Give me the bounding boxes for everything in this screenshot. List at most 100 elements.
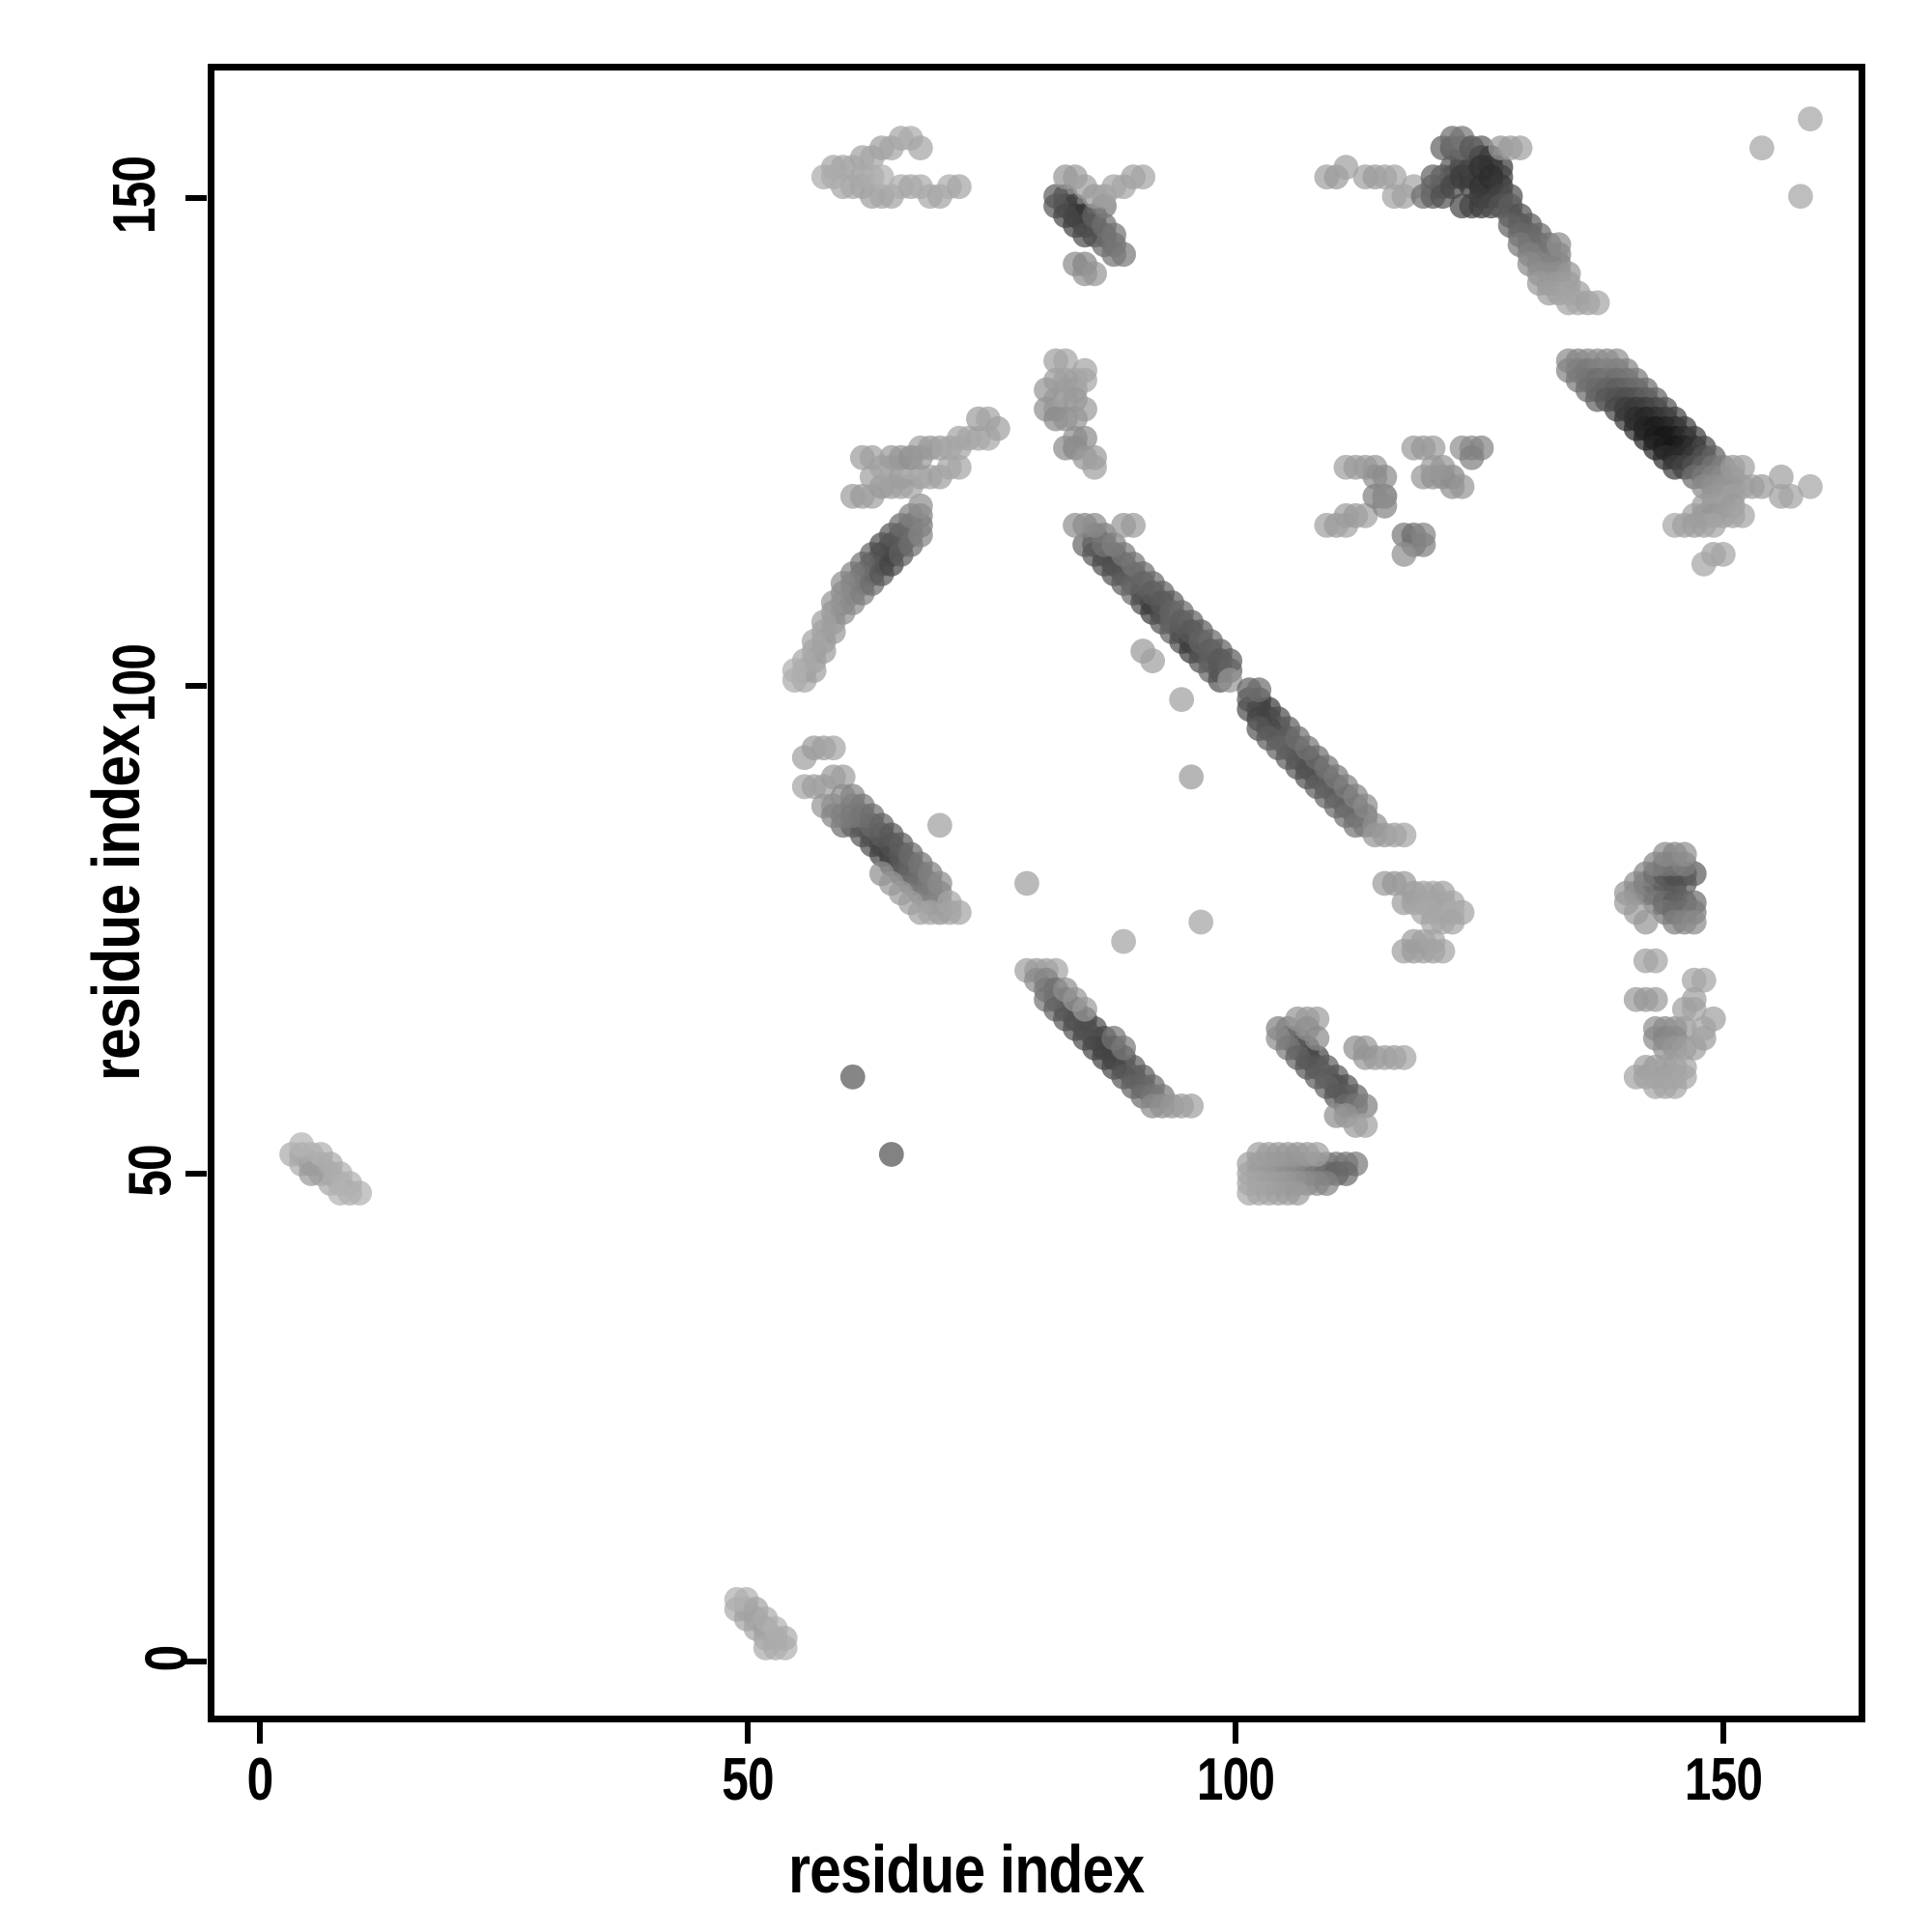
contact-point: [1381, 164, 1407, 190]
contact-point: [1314, 1171, 1340, 1196]
contact-point: [1352, 502, 1378, 528]
contact-point: [1391, 541, 1417, 567]
contact-point: [1285, 1180, 1311, 1206]
contact-point: [1246, 677, 1272, 703]
contact-point: [820, 164, 846, 190]
contact-point: [810, 610, 837, 635]
contact-point: [1179, 1093, 1205, 1119]
contact-point: [1700, 512, 1726, 538]
contact-point: [1546, 232, 1572, 258]
y-tick-mark-100: [185, 683, 207, 689]
contact-point: [1642, 948, 1668, 974]
contact-point: [947, 454, 972, 480]
x-tick-mark-100: [1233, 1722, 1238, 1744]
y-tick-mark-150: [185, 195, 207, 201]
contact-point: [1217, 668, 1243, 694]
contact-point: [1072, 357, 1097, 384]
contact-point: [772, 1625, 798, 1651]
contact-point: [985, 415, 1010, 441]
contact-point: [1391, 1044, 1417, 1070]
contact-point: [1082, 261, 1107, 287]
contact-point: [830, 764, 856, 790]
contact-point: [1788, 184, 1813, 210]
contact-point: [917, 899, 943, 925]
x-axis-title: residue index: [0, 1831, 1932, 1908]
contact-point: [820, 735, 846, 761]
contact-point: [1101, 222, 1126, 248]
contact-point: [753, 1634, 779, 1661]
contact-point: [781, 658, 808, 683]
contact-point: [1111, 1035, 1137, 1061]
contact-point: [1352, 1035, 1378, 1061]
contact-point: [1729, 454, 1755, 480]
contact-point: [907, 135, 933, 161]
contact-point: [1420, 928, 1446, 954]
contact-point: [327, 1180, 354, 1206]
plot-area: [208, 64, 1865, 1722]
contact-point: [1681, 986, 1707, 1012]
contact-point: [1662, 1073, 1688, 1099]
contact-point: [1333, 155, 1359, 181]
x-tick-label-150: 150: [1684, 1747, 1763, 1813]
contact-point: [839, 1064, 866, 1090]
contact-point: [1769, 464, 1794, 490]
contact-point: [1690, 552, 1717, 577]
contact-point: [1121, 512, 1147, 538]
contact-point: [1778, 483, 1804, 509]
contact-point: [1439, 909, 1465, 935]
contact-point: [1188, 909, 1214, 935]
contact-point: [289, 1132, 315, 1157]
contact-point: [868, 164, 895, 190]
contact-point: [1710, 541, 1736, 567]
x-tick-mark-50: [745, 1722, 751, 1744]
y-tick-mark-0: [185, 1659, 207, 1664]
contact-point: [859, 444, 885, 470]
contact-point: [1391, 822, 1417, 848]
y-tick-mark-50: [185, 1171, 207, 1177]
y-axis-title: residue index: [77, 0, 155, 1869]
contact-point: [1063, 406, 1088, 432]
contact-point: [907, 522, 933, 548]
contact-point: [1798, 473, 1823, 499]
contact-point: [1642, 986, 1668, 1012]
contact-point: [298, 1161, 325, 1186]
contact-point: [318, 1151, 344, 1177]
contact-point: [1748, 473, 1775, 499]
contact-point: [1140, 648, 1166, 673]
contact-point: [1681, 909, 1707, 935]
contact-point: [1304, 1025, 1330, 1051]
contact-point: [1053, 348, 1078, 374]
x-tick-label-50: 50: [722, 1747, 774, 1813]
contact-point: [1798, 106, 1823, 131]
contact-point: [947, 174, 972, 200]
contact-point: [1372, 464, 1398, 490]
contact-point: [1333, 1161, 1359, 1186]
contact-point: [1111, 242, 1137, 268]
contact-point: [1179, 764, 1205, 790]
contact-point: [1169, 687, 1195, 713]
x-tick-label-100: 100: [1196, 1747, 1275, 1813]
contact-point: [1584, 290, 1610, 316]
contact-point: [1729, 502, 1755, 528]
x-axis-title-text: residue index: [787, 1832, 1145, 1907]
contact-point: [1352, 1093, 1378, 1119]
contact-point: [1082, 454, 1107, 480]
contact-point: [1352, 793, 1378, 819]
contact-point: [947, 435, 972, 461]
contact-point: [347, 1180, 373, 1206]
contact-point: [1352, 1113, 1378, 1138]
contact-point: [1072, 222, 1097, 248]
contact-point: [1053, 367, 1078, 393]
contact-point: [1671, 841, 1697, 867]
contact-point: [1430, 454, 1456, 480]
contact-point: [1748, 135, 1775, 161]
x-tick-label-0: 0: [246, 1747, 274, 1813]
x-tick-mark-150: [1720, 1722, 1726, 1744]
scatter-points-group: [279, 106, 1823, 1661]
contact-point: [1700, 1006, 1726, 1032]
contact-point: [1507, 135, 1533, 161]
x-tick-mark-0: [257, 1722, 263, 1744]
contact-point: [936, 890, 962, 916]
contact-point: [1130, 164, 1156, 190]
